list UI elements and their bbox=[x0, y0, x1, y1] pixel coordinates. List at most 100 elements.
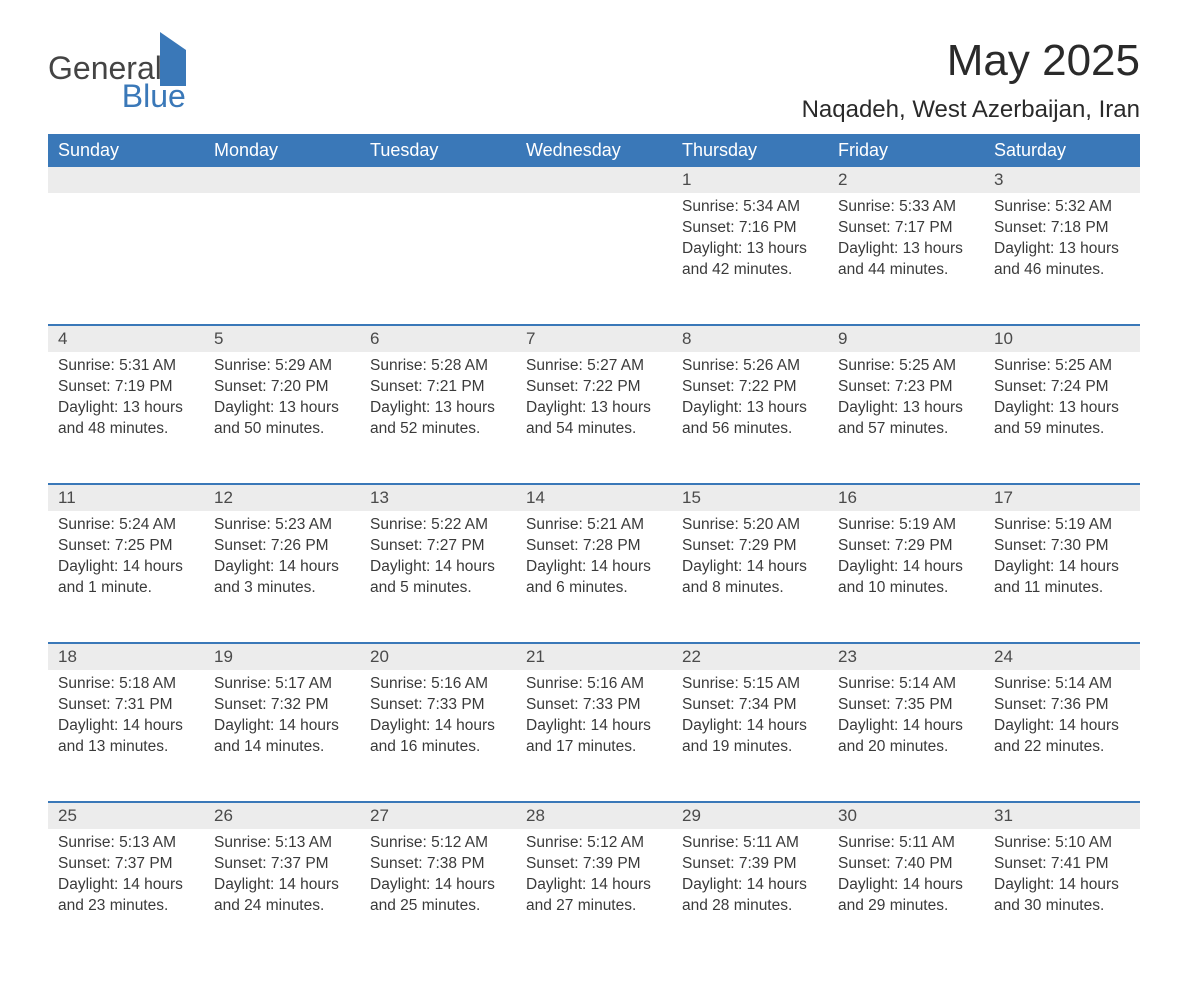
daylight-line: Daylight: 14 hours and 22 minutes. bbox=[994, 716, 1130, 758]
page-title: May 2025 bbox=[802, 36, 1140, 86]
weekday-header: Tuesday bbox=[360, 134, 516, 167]
daylight-line: Daylight: 13 hours and 44 minutes. bbox=[838, 239, 974, 281]
day-number-cell: 29 bbox=[672, 802, 828, 829]
day-number-cell: 31 bbox=[984, 802, 1140, 829]
day-content-cell: Sunrise: 5:15 AMSunset: 7:34 PMDaylight:… bbox=[672, 670, 828, 802]
daylight-line: Daylight: 14 hours and 1 minute. bbox=[58, 557, 194, 599]
day-content-cell: Sunrise: 5:32 AMSunset: 7:18 PMDaylight:… bbox=[984, 193, 1140, 325]
daylight-line: Daylight: 14 hours and 23 minutes. bbox=[58, 875, 194, 917]
daylight-line: Daylight: 13 hours and 59 minutes. bbox=[994, 398, 1130, 440]
day-content-cell: Sunrise: 5:11 AMSunset: 7:40 PMDaylight:… bbox=[828, 829, 984, 961]
day-content-cell: Sunrise: 5:16 AMSunset: 7:33 PMDaylight:… bbox=[516, 670, 672, 802]
daylight-line: Daylight: 14 hours and 19 minutes. bbox=[682, 716, 818, 758]
sunrise-line: Sunrise: 5:25 AM bbox=[994, 356, 1130, 377]
sunset-line: Sunset: 7:23 PM bbox=[838, 377, 974, 398]
sunset-line: Sunset: 7:41 PM bbox=[994, 854, 1130, 875]
day-number-cell: 18 bbox=[48, 643, 204, 670]
daylight-line: Daylight: 13 hours and 56 minutes. bbox=[682, 398, 818, 440]
sunset-line: Sunset: 7:33 PM bbox=[370, 695, 506, 716]
day-number-cell: 28 bbox=[516, 802, 672, 829]
sunset-line: Sunset: 7:28 PM bbox=[526, 536, 662, 557]
day-content-cell: Sunrise: 5:34 AMSunset: 7:16 PMDaylight:… bbox=[672, 193, 828, 325]
daylight-line: Daylight: 14 hours and 8 minutes. bbox=[682, 557, 818, 599]
sunrise-line: Sunrise: 5:19 AM bbox=[994, 515, 1130, 536]
sunrise-line: Sunrise: 5:23 AM bbox=[214, 515, 350, 536]
daylight-line: Daylight: 14 hours and 27 minutes. bbox=[526, 875, 662, 917]
daylight-line: Daylight: 13 hours and 54 minutes. bbox=[526, 398, 662, 440]
weekday-header: Monday bbox=[204, 134, 360, 167]
sunrise-line: Sunrise: 5:32 AM bbox=[994, 197, 1130, 218]
sunrise-line: Sunrise: 5:11 AM bbox=[838, 833, 974, 854]
sunset-line: Sunset: 7:38 PM bbox=[370, 854, 506, 875]
daylight-line: Daylight: 14 hours and 25 minutes. bbox=[370, 875, 506, 917]
brand-logo: General Blue bbox=[48, 36, 186, 112]
sunset-line: Sunset: 7:27 PM bbox=[370, 536, 506, 557]
daylight-line: Daylight: 14 hours and 11 minutes. bbox=[994, 557, 1130, 599]
day-content-cell: Sunrise: 5:18 AMSunset: 7:31 PMDaylight:… bbox=[48, 670, 204, 802]
sunrise-line: Sunrise: 5:12 AM bbox=[526, 833, 662, 854]
header: General Blue May 2025 Naqadeh, West Azer… bbox=[48, 36, 1140, 124]
day-content-cell: Sunrise: 5:27 AMSunset: 7:22 PMDaylight:… bbox=[516, 352, 672, 484]
weekday-header: Wednesday bbox=[516, 134, 672, 167]
sunrise-line: Sunrise: 5:34 AM bbox=[682, 197, 818, 218]
day-number-cell: 15 bbox=[672, 484, 828, 511]
daylight-line: Daylight: 13 hours and 46 minutes. bbox=[994, 239, 1130, 281]
day-content-cell bbox=[360, 193, 516, 325]
day-number-cell: 23 bbox=[828, 643, 984, 670]
day-number-cell: 4 bbox=[48, 325, 204, 352]
sunrise-line: Sunrise: 5:11 AM bbox=[682, 833, 818, 854]
sunset-line: Sunset: 7:31 PM bbox=[58, 695, 194, 716]
daylight-line: Daylight: 13 hours and 52 minutes. bbox=[370, 398, 506, 440]
weekday-header: Saturday bbox=[984, 134, 1140, 167]
sunrise-line: Sunrise: 5:18 AM bbox=[58, 674, 194, 695]
day-number-cell: 6 bbox=[360, 325, 516, 352]
sunset-line: Sunset: 7:30 PM bbox=[994, 536, 1130, 557]
day-number-cell bbox=[48, 167, 204, 193]
brand-text: General Blue bbox=[48, 52, 186, 112]
sunrise-line: Sunrise: 5:33 AM bbox=[838, 197, 974, 218]
sunset-line: Sunset: 7:18 PM bbox=[994, 218, 1130, 239]
day-content-cell: Sunrise: 5:21 AMSunset: 7:28 PMDaylight:… bbox=[516, 511, 672, 643]
title-block: May 2025 Naqadeh, West Azerbaijan, Iran bbox=[802, 36, 1140, 124]
day-content-cell: Sunrise: 5:31 AMSunset: 7:19 PMDaylight:… bbox=[48, 352, 204, 484]
sunrise-line: Sunrise: 5:13 AM bbox=[58, 833, 194, 854]
sunset-line: Sunset: 7:26 PM bbox=[214, 536, 350, 557]
weekday-header: Sunday bbox=[48, 134, 204, 167]
sunset-line: Sunset: 7:37 PM bbox=[58, 854, 194, 875]
weekday-header: Thursday bbox=[672, 134, 828, 167]
daylight-line: Daylight: 14 hours and 16 minutes. bbox=[370, 716, 506, 758]
day-number-cell bbox=[516, 167, 672, 193]
weekday-header-row: SundayMondayTuesdayWednesdayThursdayFrid… bbox=[48, 134, 1140, 167]
day-content-cell: Sunrise: 5:26 AMSunset: 7:22 PMDaylight:… bbox=[672, 352, 828, 484]
sunset-line: Sunset: 7:20 PM bbox=[214, 377, 350, 398]
daylight-line: Daylight: 14 hours and 24 minutes. bbox=[214, 875, 350, 917]
sunset-line: Sunset: 7:16 PM bbox=[682, 218, 818, 239]
sunset-line: Sunset: 7:33 PM bbox=[526, 695, 662, 716]
sunset-line: Sunset: 7:29 PM bbox=[682, 536, 818, 557]
sunrise-line: Sunrise: 5:14 AM bbox=[994, 674, 1130, 695]
day-number-cell: 26 bbox=[204, 802, 360, 829]
day-content-cell bbox=[516, 193, 672, 325]
day-number-cell: 16 bbox=[828, 484, 984, 511]
day-content-cell: Sunrise: 5:10 AMSunset: 7:41 PMDaylight:… bbox=[984, 829, 1140, 961]
sunrise-line: Sunrise: 5:21 AM bbox=[526, 515, 662, 536]
day-number-cell: 20 bbox=[360, 643, 516, 670]
daylight-line: Daylight: 14 hours and 3 minutes. bbox=[214, 557, 350, 599]
calendar-table: SundayMondayTuesdayWednesdayThursdayFrid… bbox=[48, 134, 1140, 961]
sunrise-line: Sunrise: 5:17 AM bbox=[214, 674, 350, 695]
day-content-cell: Sunrise: 5:19 AMSunset: 7:29 PMDaylight:… bbox=[828, 511, 984, 643]
sunrise-line: Sunrise: 5:31 AM bbox=[58, 356, 194, 377]
day-number-cell: 25 bbox=[48, 802, 204, 829]
day-content-cell: Sunrise: 5:19 AMSunset: 7:30 PMDaylight:… bbox=[984, 511, 1140, 643]
sunset-line: Sunset: 7:17 PM bbox=[838, 218, 974, 239]
location-label: Naqadeh, West Azerbaijan, Iran bbox=[802, 96, 1140, 124]
daylight-line: Daylight: 14 hours and 10 minutes. bbox=[838, 557, 974, 599]
day-content-cell: Sunrise: 5:17 AMSunset: 7:32 PMDaylight:… bbox=[204, 670, 360, 802]
day-number-cell: 2 bbox=[828, 167, 984, 193]
daylight-line: Daylight: 14 hours and 6 minutes. bbox=[526, 557, 662, 599]
day-number-cell: 24 bbox=[984, 643, 1140, 670]
day-number-cell: 12 bbox=[204, 484, 360, 511]
day-number-cell: 10 bbox=[984, 325, 1140, 352]
sunset-line: Sunset: 7:24 PM bbox=[994, 377, 1130, 398]
daylight-line: Daylight: 14 hours and 13 minutes. bbox=[58, 716, 194, 758]
